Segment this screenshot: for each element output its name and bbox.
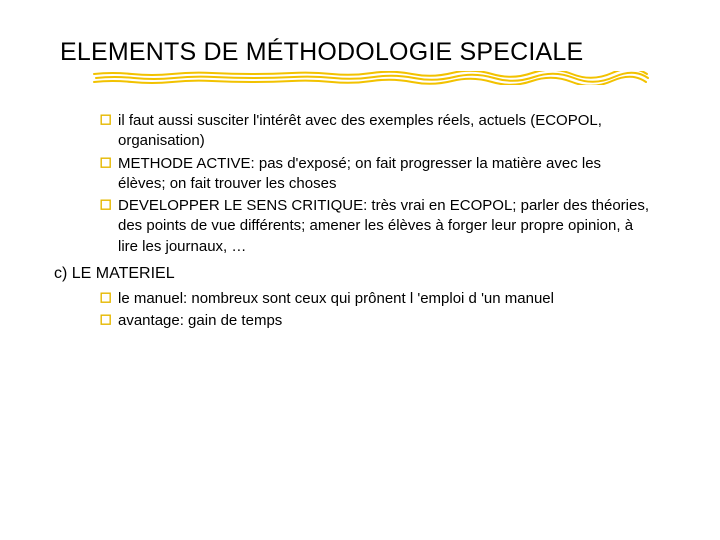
bullet-text: le manuel: nombreux sont ceux qui prônen… <box>118 289 554 309</box>
bullet-group-1: le manuel: nombreux sont ceux qui prônen… <box>100 289 650 332</box>
list-item: avantage: gain de temps <box>100 311 650 331</box>
square-bullet-icon <box>100 114 112 126</box>
scribble-underline-icon <box>92 71 652 85</box>
slide-title: ELEMENTS DE MÉTHODOLOGIE SPECIALE <box>60 38 660 67</box>
square-bullet-icon <box>100 157 112 169</box>
list-item: METHODE ACTIVE: pas d'exposé; on fait pr… <box>100 154 650 195</box>
bullet-text: METHODE ACTIVE: pas d'exposé; on fait pr… <box>118 154 650 195</box>
square-bullet-icon <box>100 314 112 326</box>
square-bullet-icon <box>100 199 112 211</box>
square-bullet-icon <box>100 292 112 304</box>
slide-container: ELEMENTS DE MÉTHODOLOGIE SPECIALE il fau… <box>0 0 720 331</box>
bullet-text: DEVELOPPER LE SENS CRITIQUE: très vrai e… <box>118 196 650 257</box>
bullet-group-0: il faut aussi susciter l'intérêt avec de… <box>100 111 650 257</box>
title-underline <box>92 71 670 85</box>
bullet-text: il faut aussi susciter l'intérêt avec de… <box>118 111 650 152</box>
section-heading: c) LE MATERIEL <box>54 265 660 283</box>
list-item: DEVELOPPER LE SENS CRITIQUE: très vrai e… <box>100 196 650 257</box>
bullet-text: avantage: gain de temps <box>118 311 282 331</box>
list-item: le manuel: nombreux sont ceux qui prônen… <box>100 289 650 309</box>
list-item: il faut aussi susciter l'intérêt avec de… <box>100 111 650 152</box>
